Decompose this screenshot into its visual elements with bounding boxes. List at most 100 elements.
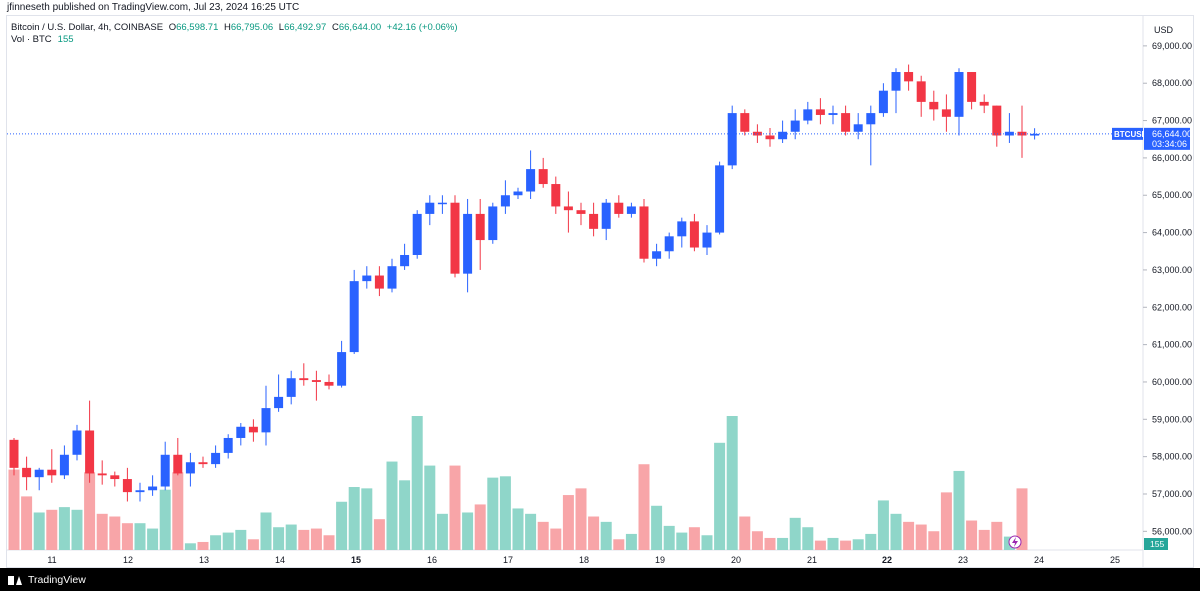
y-tick-label: 68,000.00: [1152, 78, 1192, 88]
candle-body: [652, 251, 662, 259]
candle-body: [387, 266, 397, 289]
candle-body: [311, 380, 321, 382]
volume-bar: [688, 527, 700, 550]
volume-bar: [109, 516, 121, 550]
volume-bar: [663, 525, 675, 550]
candle-body: [841, 113, 851, 132]
candle-body: [589, 213, 599, 229]
y-tick-label: 58,000.00: [1152, 452, 1192, 462]
volume-bar: [46, 509, 58, 550]
candle-body: [891, 72, 901, 91]
volume-bar: [462, 512, 474, 550]
volume-bar: [600, 521, 612, 550]
candle-body: [198, 462, 208, 465]
candle-body: [916, 81, 926, 102]
candle-body: [853, 124, 863, 132]
volume-bar: [323, 535, 335, 550]
volume-bar: [638, 464, 650, 550]
volume-bar: [764, 537, 776, 550]
volume-bar: [260, 512, 272, 550]
volume-bar: [449, 465, 461, 550]
volume-bar: [802, 527, 814, 550]
volume-bar: [121, 523, 133, 550]
candle-body: [929, 101, 939, 110]
candle-body: [211, 452, 221, 465]
candle-body: [941, 109, 951, 117]
symbol-tag-bg: [1112, 127, 1143, 140]
candle-body: [576, 210, 586, 214]
y-tick-label: 64,000.00: [1152, 228, 1192, 238]
candle-body: [551, 184, 561, 207]
volume-bar: [915, 524, 927, 550]
candle-body: [626, 206, 636, 214]
candle-body: [979, 101, 989, 106]
chart-frame: [6, 15, 1194, 568]
volume-bar: [550, 528, 562, 550]
candle-body: [992, 105, 1002, 136]
volume-bar: [966, 520, 978, 550]
candle-body: [1030, 133, 1040, 136]
candle-body: [185, 462, 195, 474]
candle-body: [538, 169, 548, 185]
candle-body: [954, 72, 964, 117]
volume-bar: [751, 531, 763, 550]
volume-bar: [714, 442, 726, 550]
volume-value: 155: [57, 34, 74, 45]
last-price-label: 66,644.00: [1152, 129, 1192, 139]
symbol-description[interactable]: Bitcoin / U.S. Dollar, 4h, COINBASE: [11, 22, 164, 33]
candle-body: [450, 202, 460, 274]
y-tick-label: 57,000.00: [1152, 489, 1192, 499]
close-value: 66,644.00: [338, 22, 382, 33]
volume-bar: [991, 521, 1003, 550]
candle-body: [400, 254, 410, 267]
candle-body: [866, 113, 876, 125]
low-value: 66,492.97: [284, 22, 327, 33]
y-tick-label: 62,000.00: [1152, 302, 1192, 312]
lightning-icon-glyph: [1012, 537, 1018, 547]
volume-bar: [676, 532, 688, 550]
candle-body: [815, 109, 825, 115]
candle-body: [664, 236, 674, 252]
x-tick-label: 11: [47, 555, 56, 565]
volume-bar: [877, 500, 889, 550]
candle-body: [59, 454, 69, 476]
bar-countdown: 03:34:06: [1152, 139, 1187, 149]
volume-label[interactable]: Vol · BTC: [11, 34, 52, 45]
volume-bar: [499, 476, 511, 550]
candle-body: [563, 206, 573, 211]
candle-body: [412, 213, 422, 255]
x-tick-label: 19: [655, 555, 665, 565]
volume-bar: [487, 477, 499, 550]
volume-bar: [373, 519, 385, 550]
volume-bar: [184, 543, 196, 550]
volume-bar: [172, 472, 184, 550]
volume-bar: [424, 465, 436, 550]
candle-body: [236, 426, 246, 438]
candle-body: [9, 439, 19, 468]
x-tick-label: 24: [1034, 555, 1044, 565]
candle-body: [425, 202, 435, 214]
candle-body: [463, 213, 473, 274]
last-price-label-bg: [1144, 127, 1190, 150]
candle-body: [526, 169, 536, 192]
volume-bar: [474, 504, 486, 550]
x-tick-label: 14: [275, 555, 285, 565]
low-label: L: [278, 22, 285, 33]
candle-body: [110, 475, 120, 480]
x-tick-label: 16: [427, 555, 437, 565]
x-tick-label: 17: [503, 555, 513, 565]
candle-body: [967, 72, 977, 102]
volume-legend: Vol · BTC 155: [11, 34, 74, 45]
candle-body: [47, 469, 57, 476]
volume-badge-bg: [1144, 538, 1168, 550]
volume-bar: [562, 495, 574, 550]
tradingview-logo[interactable]: TradingView: [8, 574, 86, 586]
candle-body: [261, 408, 271, 433]
candle-body: [778, 131, 788, 140]
volume-bar: [777, 537, 789, 550]
volume-bar: [8, 469, 20, 550]
open-value: 66,598.71: [176, 22, 219, 33]
x-tick-label: 25: [1110, 555, 1120, 565]
volume-bar: [739, 516, 751, 550]
